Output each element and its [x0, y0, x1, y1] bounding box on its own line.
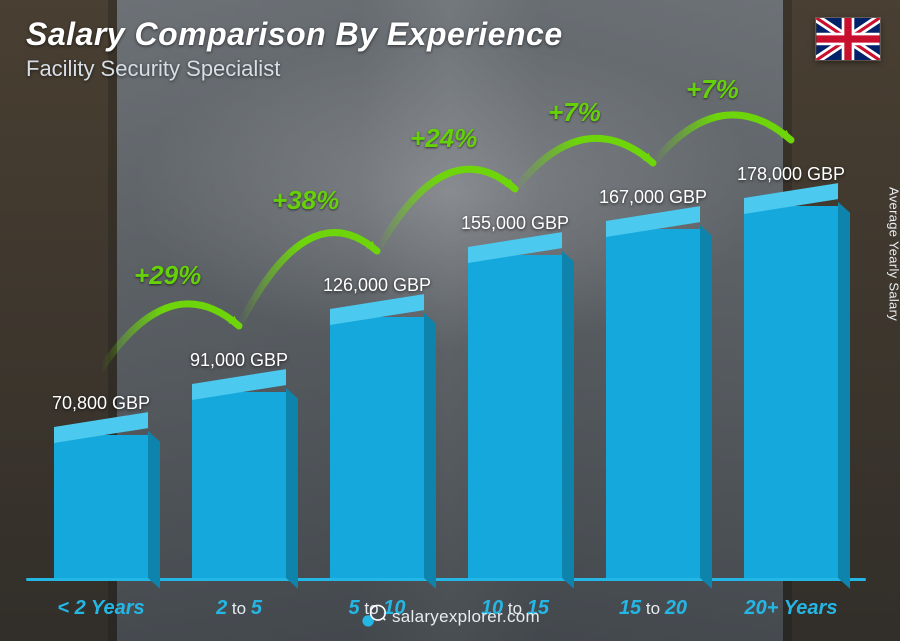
infographic: Salary Comparison By Experience Facility…: [0, 0, 900, 641]
increase-pct: +7%: [686, 74, 739, 105]
salary-chart: 70,800 GBP< 2 Years91,000 GBP2 to 5126,0…: [34, 120, 858, 581]
footer: salaryexplorer.com: [0, 603, 900, 629]
bar: [606, 221, 700, 578]
bar-value-label: 178,000 GBP: [737, 164, 845, 185]
bar-side: [562, 251, 574, 589]
logo-icon: [360, 603, 386, 629]
bar-front: [744, 206, 838, 578]
subtitle: Facility Security Specialist: [26, 56, 280, 82]
bar-front: [54, 435, 148, 578]
bar-value-label: 91,000 GBP: [190, 350, 288, 371]
bar-front: [192, 392, 286, 578]
increase-pct: +7%: [548, 97, 601, 128]
bar-side: [424, 313, 436, 589]
bar-value-label: 126,000 GBP: [323, 275, 431, 296]
bar: [330, 309, 424, 578]
bar-front: [330, 317, 424, 578]
bar-column: 178,000 GBP20+ Years: [731, 151, 851, 581]
bar-side: [148, 431, 160, 589]
bar-column: 155,000 GBP10 to 15: [455, 151, 575, 581]
bar-side: [838, 202, 850, 589]
bar-value-label: 70,800 GBP: [52, 393, 150, 414]
uk-flag-icon: [816, 18, 880, 60]
bar: [54, 427, 148, 578]
bar-column: 167,000 GBP15 to 20: [593, 151, 713, 581]
title: Salary Comparison By Experience: [26, 16, 563, 53]
y-axis-label: Average Yearly Salary: [887, 187, 900, 321]
bar: [744, 198, 838, 578]
footer-site: salaryexplorer.com: [392, 607, 540, 626]
bar-side: [286, 388, 298, 589]
bar-column: 70,800 GBP< 2 Years: [41, 151, 161, 581]
bar: [468, 247, 562, 578]
increase-pct: +24%: [410, 123, 477, 154]
bar-value-label: 155,000 GBP: [461, 213, 569, 234]
bar-column: 126,000 GBP5 to 10: [317, 151, 437, 581]
bar-value-label: 167,000 GBP: [599, 187, 707, 208]
bar-column: 91,000 GBP2 to 5: [179, 151, 299, 581]
bar-side: [700, 225, 712, 589]
bar: [192, 384, 286, 578]
bar-front: [606, 229, 700, 578]
bar-front: [468, 255, 562, 578]
